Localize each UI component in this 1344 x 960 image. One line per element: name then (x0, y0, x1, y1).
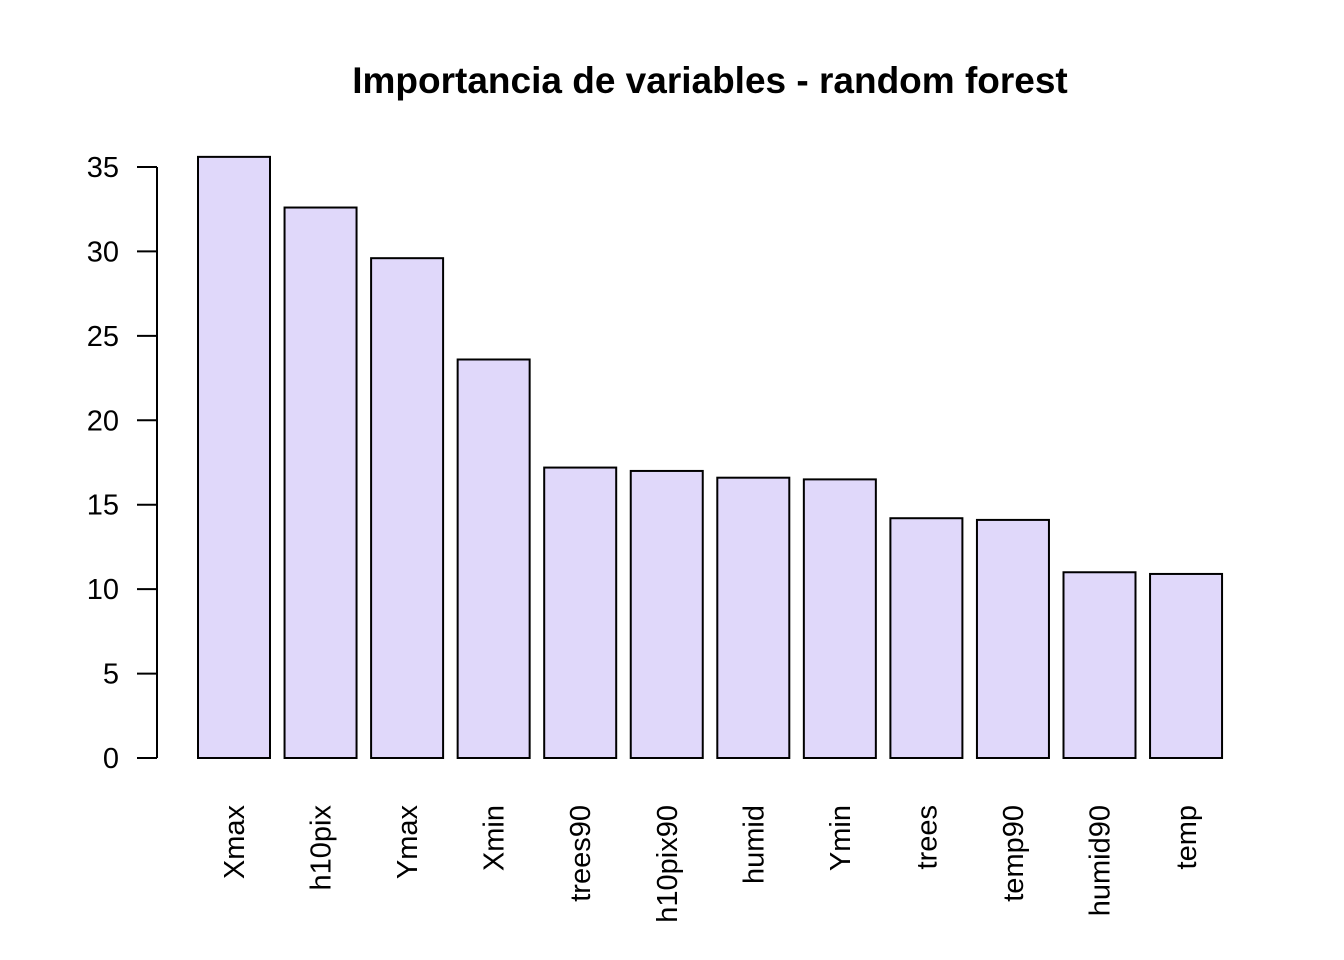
y-tick-label: 15 (87, 490, 119, 522)
bar-Ymax (370, 257, 445, 759)
bar-Ymin (802, 478, 877, 759)
bar-temp (1149, 572, 1224, 760)
x-category-label: humid (738, 805, 770, 884)
bar-humid (716, 476, 791, 759)
y-axis: 0 5 10 15 20 25 30 35 (87, 152, 158, 775)
y-tick-label: 35 (87, 152, 119, 184)
x-category-label: Ymax (392, 805, 424, 880)
x-category-label: temp (1171, 805, 1203, 869)
x-category-label: h10pix90 (652, 805, 684, 923)
bar-h10pix (283, 206, 358, 760)
x-category-label: trees90 (565, 805, 597, 902)
x-axis-labels: Xmax h10pix Ymax Xmin trees90 h10pix90 humid Ym… (219, 805, 1203, 923)
x-category-label: temp90 (998, 805, 1030, 902)
x-category-label: h10pix (306, 805, 338, 891)
y-tick-label: 30 (87, 236, 119, 268)
y-tick-label: 0 (103, 743, 119, 775)
y-tick-label: 10 (87, 574, 119, 606)
bar-Xmin (456, 358, 531, 759)
x-category-label: Xmax (219, 805, 251, 880)
bar-trees90 (543, 466, 618, 759)
x-category-label: humid90 (1085, 805, 1117, 916)
x-category-label: Xmin (479, 805, 511, 871)
chart-title: Importancia de variables - random forest (352, 60, 1068, 101)
y-tick-label: 5 (103, 659, 119, 691)
y-tick-label: 20 (87, 405, 119, 437)
x-category-label: trees (911, 805, 943, 869)
bar-trees (889, 517, 964, 759)
bars-group (197, 155, 1224, 760)
bar-humid90 (1062, 571, 1137, 759)
bar-temp90 (975, 518, 1050, 760)
x-category-label: Ymin (825, 805, 857, 871)
y-tick-label: 25 (87, 321, 119, 353)
bar-Xmax (197, 155, 271, 759)
bar-h10pix90 (629, 469, 704, 759)
